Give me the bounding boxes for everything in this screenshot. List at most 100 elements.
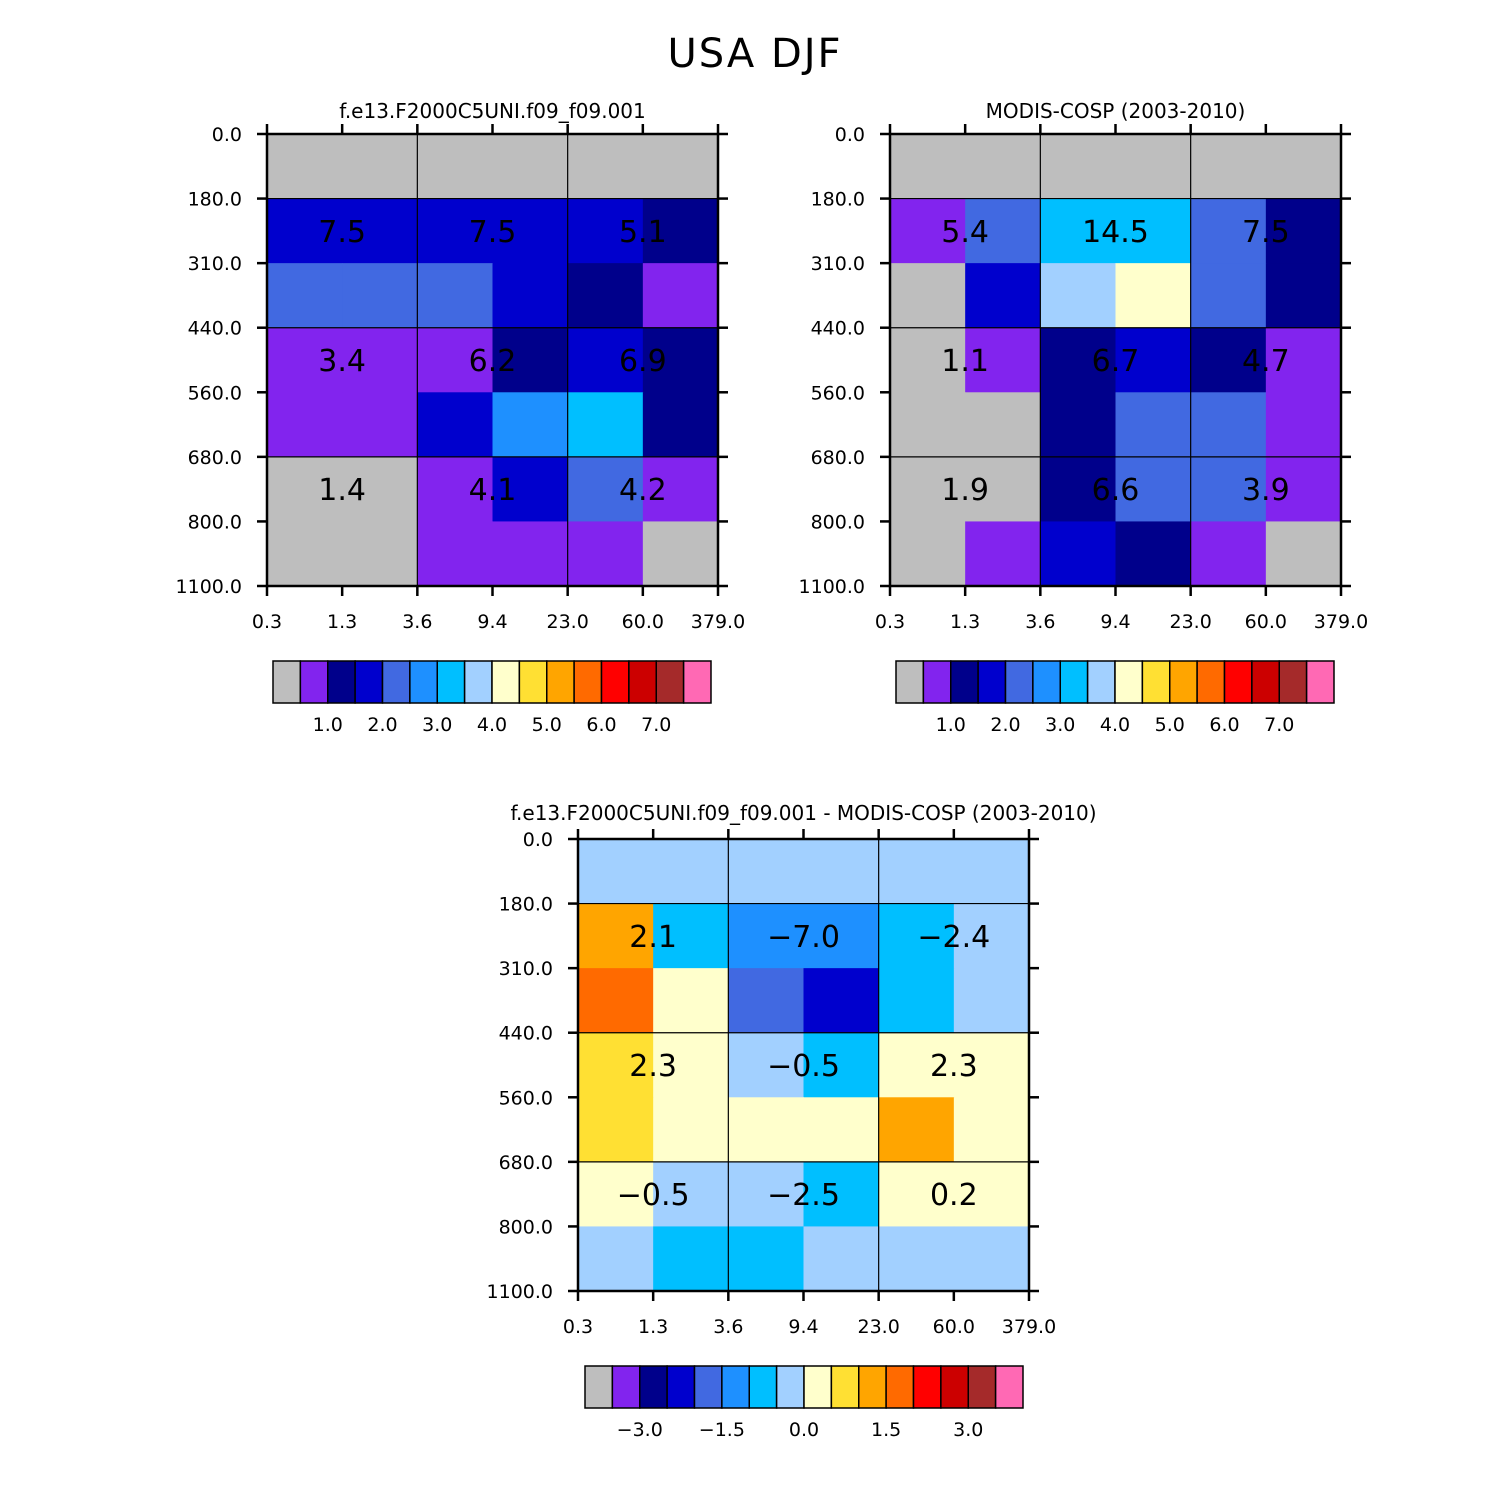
x-tick-label: 379.0 [691, 611, 745, 633]
x-tick-label: 23.0 [1170, 611, 1212, 633]
data-label: −2.5 [767, 1178, 840, 1213]
heatmap-cell [1190, 327, 1267, 393]
heatmap-cell [890, 198, 966, 264]
colorbar-swatch [803, 1365, 833, 1409]
data-label: 3.4 [318, 344, 366, 379]
colorbar-swatch [666, 1365, 696, 1409]
x-tick-label: 60.0 [622, 611, 664, 633]
heatmap-cell [1265, 263, 1342, 329]
colorbar-swatch [1032, 660, 1061, 704]
y-tick-label: 180.0 [811, 189, 865, 211]
colorbar-swatch [327, 660, 356, 704]
colorbar-swatch [546, 660, 575, 704]
heatmap-cell [492, 327, 569, 393]
colorbar-swatch [922, 660, 952, 704]
x-tick-label: 23.0 [858, 1316, 900, 1338]
heatmap-cell [578, 1097, 654, 1163]
data-label: 4.1 [469, 473, 517, 508]
heatmap-cell [578, 1032, 654, 1098]
heatmap-cell [1040, 456, 1116, 522]
heatmap-cell [653, 903, 729, 969]
data-label: −2.4 [917, 920, 990, 955]
x-tick-label: 1.3 [950, 611, 980, 633]
panel-1: f.e13.F2000C5UNI.f09_f09.001 0.3 1.3 3.6 9.4… [176, 99, 746, 736]
colorbar-swatch [381, 660, 411, 704]
heatmap-cell [1040, 198, 1116, 264]
heatmap-cell [890, 263, 966, 329]
x-tick-label: 3.6 [1025, 611, 1055, 633]
heatmap-cell [728, 839, 804, 905]
colorbar-label: 4.0 [1100, 714, 1130, 736]
heatmap-cell [1115, 198, 1192, 264]
heatmap-cell [342, 327, 418, 393]
x-tick-label: 3.6 [713, 1316, 743, 1338]
y-tick-label: 1100.0 [176, 576, 242, 598]
colorbar-label: 7.0 [1264, 714, 1294, 736]
x-tick-label: 9.4 [1100, 611, 1130, 633]
heatmap-cell [417, 263, 493, 329]
colorbar-swatch [1223, 660, 1253, 704]
data-label: 0.2 [930, 1178, 978, 1213]
heatmap-cell [492, 521, 569, 587]
heatmap-cell [578, 903, 654, 969]
colorbar-swatch [858, 1365, 887, 1409]
heatmap-cell [642, 521, 719, 587]
colorbar-swatch [721, 1365, 750, 1409]
data-label: 1.4 [318, 473, 366, 508]
heatmap-cell [567, 521, 644, 587]
panel-title: MODIS-COSP (2003-2010) [986, 99, 1246, 123]
colorbar-swatch [1114, 660, 1144, 704]
colorbar-label: 5.0 [1155, 714, 1185, 736]
heatmap-cell [1265, 392, 1342, 458]
heatmap-cell [1190, 392, 1267, 458]
colorbar-label: 5.0 [532, 714, 562, 736]
y-tick-label: 310.0 [499, 958, 553, 980]
colorbar-swatch [1004, 660, 1034, 704]
heatmap-cell [342, 392, 418, 458]
heatmap-cell [1115, 134, 1192, 200]
y-tick-label: 310.0 [188, 253, 242, 275]
x-tick-label: 23.0 [547, 611, 589, 633]
data-label: 1.9 [941, 473, 989, 508]
data-label: 7.5 [1242, 215, 1290, 250]
colorbar-swatch [1305, 660, 1335, 704]
heatmap-cell [1265, 456, 1342, 522]
data-label: 6.9 [619, 344, 667, 379]
heatmap-cell [953, 1161, 1030, 1227]
colorbar-swatch [950, 660, 979, 704]
heatmap-cell [417, 392, 493, 458]
heatmap-cell [642, 327, 719, 393]
colorbar-swatch [885, 1365, 915, 1409]
colorbar-swatch [409, 660, 438, 704]
colorbar-label: 1.0 [313, 714, 343, 736]
x-tick-label: 3.6 [402, 611, 432, 633]
heatmap-cell [1265, 327, 1342, 393]
heatmap-cell [417, 134, 493, 200]
colorbar-swatch [830, 1365, 860, 1409]
heatmap-cell [878, 839, 955, 905]
y-tick-label: 1100.0 [487, 1281, 553, 1303]
colorbar-label: 6.0 [1209, 714, 1239, 736]
data-label: −0.5 [767, 1049, 840, 1084]
colorbar-swatch [1251, 660, 1280, 704]
heatmap-cell [965, 327, 1041, 393]
colorbar-swatch [639, 1365, 668, 1409]
colorbar-swatch [1059, 660, 1089, 704]
colorbar-swatch [682, 660, 712, 704]
data-label: 6.2 [469, 344, 517, 379]
heatmap-cell [578, 1161, 654, 1227]
data-label: 7.5 [469, 215, 517, 250]
x-tick-label: 0.3 [563, 1316, 593, 1338]
x-tick-label: 379.0 [1002, 1316, 1056, 1338]
colorbar-swatch [1196, 660, 1226, 704]
heatmap-cell [567, 327, 644, 393]
y-tick-label: 440.0 [188, 318, 242, 340]
heatmap-cell [267, 456, 343, 522]
heatmap-cell [642, 456, 719, 522]
y-tick-label: 680.0 [811, 447, 865, 469]
heatmap-cell [492, 392, 569, 458]
y-tick-label: 560.0 [499, 1087, 553, 1109]
heatmap-cell [878, 968, 955, 1034]
heatmap-cell [578, 1226, 654, 1292]
